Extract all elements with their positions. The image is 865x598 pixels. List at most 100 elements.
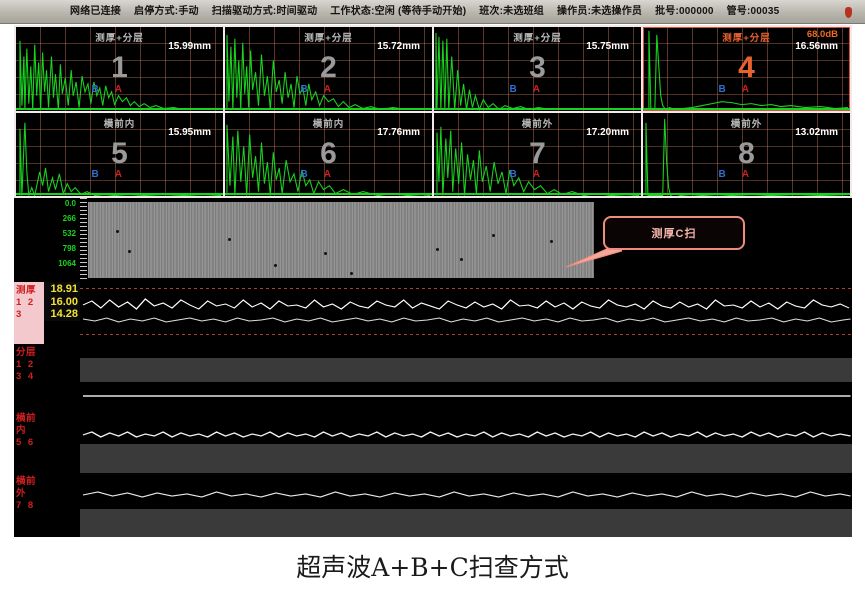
ascan-channel-number: 5 [111, 136, 128, 170]
bscan-strip-delamination: 分层 1 2 3 4 [14, 344, 852, 410]
strip-label: 分层 1 2 3 4 [14, 344, 44, 383]
cscan-defect-spot [324, 252, 327, 255]
cscan-image[interactable] [88, 202, 594, 278]
ascan-value: 15.95mm [168, 126, 211, 138]
ascan-panel-8[interactable]: 横前外 13.02mm 8 B A [643, 112, 850, 196]
ascan-channel-number: 8 [738, 136, 755, 170]
strip-gray-band [80, 509, 852, 537]
ascan-value: 13.02mm [795, 126, 838, 138]
gate-b-icon: B [300, 169, 308, 180]
cscan-defect-spot [128, 250, 131, 253]
strip-trace [82, 298, 851, 323]
ascan-grid-lines [16, 112, 223, 196]
cscan-tick-3: 798 [62, 244, 76, 253]
ascan-title: 横前内 [103, 118, 136, 130]
ascan-grid-lines [643, 27, 850, 111]
ascan-panel-2[interactable]: 测厚+分层 15.72mm 2 B A [225, 27, 432, 111]
cscan-defect-spot [116, 230, 119, 233]
ascan-channel-number: 1 [111, 51, 128, 84]
gate-a-icon: A [114, 83, 122, 95]
ascan-channel-number: 4 [738, 51, 755, 84]
ascan-title: 横前内 [312, 118, 345, 130]
cscan-tick-2: 532 [62, 229, 76, 238]
status-pipe-no: 管号:00035 [726, 5, 780, 17]
strip-channel-index: 1 2 3 4 [16, 359, 36, 382]
ascan-panel-4[interactable]: 测厚+分层 68.0dB 16.56mm 4 B A [643, 27, 850, 111]
ascan-value: 17.76mm [377, 126, 420, 138]
ascan-gates: B A [92, 84, 122, 95]
cscan-defect-spot [228, 238, 231, 241]
strip-trace [82, 395, 851, 397]
gate-b-icon: B [509, 169, 517, 180]
cscan-defect-spot [460, 258, 463, 261]
bscan-strip-transverse-outer: 横前外 7 8 [14, 473, 852, 537]
status-operator: 操作员:未选操作员 [556, 5, 643, 17]
strip-readout-value-2: 16.00 [50, 295, 78, 308]
strip-channel-index: 5 6 [16, 437, 36, 448]
gate-a-icon: A [741, 83, 749, 95]
strip-readout-value-3: 14.28 [50, 308, 78, 320]
ascan-channel-number: 7 [529, 136, 546, 170]
gate-a-icon: A [532, 83, 540, 95]
gate-b-icon: B [718, 83, 726, 95]
ascan-baseline [225, 107, 432, 110]
gate-a-icon: A [323, 83, 331, 95]
ascan-baseline [434, 193, 641, 195]
strip-canvas[interactable] [80, 344, 852, 410]
ascan-value: 15.99mm [168, 41, 211, 52]
status-work-state: 工作状态:空闲 (等待手动开始) [330, 5, 467, 17]
ascan-panel-5[interactable]: 横前内 15.95mm 5 B A [16, 112, 223, 196]
ascan-grid-lines [643, 112, 850, 196]
ascan-panel-grid: 测厚+分层 15.99mm 1 B A 测厚+分层 15.72mm 2 [14, 25, 852, 198]
strip-gray-band [80, 358, 852, 382]
status-start-mode: 启停方式:手动 [134, 5, 199, 17]
strip-readout: 18.91 16.00 14.28 [44, 282, 80, 321]
ascan-gates: B A [301, 169, 331, 180]
cscan-tick-4: 1064 [58, 259, 76, 268]
ascan-panel-1[interactable]: 测厚+分层 15.99mm 1 B A [16, 27, 223, 111]
strip-label-text: 横前外 [16, 476, 37, 499]
ascan-gates: B A [510, 169, 540, 180]
ascan-gates: B A [510, 84, 540, 95]
cscan-defect-spot [436, 248, 439, 251]
status-network: 网络已连接 [70, 5, 121, 17]
ascan-value: 15.72mm [377, 41, 420, 52]
ascan-baseline [16, 107, 223, 110]
strip-canvas[interactable] [80, 473, 852, 537]
strip-threshold-line-upper [80, 288, 852, 289]
ascan-panel-3[interactable]: 测厚+分层 15.75mm 3 B A [434, 27, 641, 111]
ascan-title: 测厚+分层 [513, 33, 562, 44]
ascan-baseline [434, 107, 641, 110]
ascan-baseline [225, 193, 432, 195]
strip-readout-value-1: 18.91 [50, 283, 78, 295]
cscan-depth-scale: 0.0 266 532 798 1064 [14, 198, 80, 282]
cscan-tick-0: 0.0 [64, 199, 76, 208]
ascan-gates: B A [719, 84, 749, 95]
strip-canvas[interactable] [80, 282, 852, 344]
cscan-callout-label: 测厚C扫 [651, 228, 697, 240]
gate-b-icon: B [718, 169, 726, 180]
strip-gray-band [80, 444, 852, 473]
pin-icon[interactable] [845, 7, 852, 18]
ascan-gates: B A [301, 84, 331, 95]
strip-label-background [14, 282, 44, 344]
ascan-value: 17.20mm [586, 126, 629, 138]
strip-threshold-line-lower [80, 334, 852, 335]
ascan-waveform [645, 118, 849, 196]
cscan-defect-spot [274, 264, 277, 267]
ascan-baseline [16, 193, 223, 195]
cscan-defect-spot [550, 240, 553, 243]
ascan-value: 16.56mm [795, 41, 838, 52]
ascan-panel-7[interactable]: 横前外 17.20mm 7 B A [434, 112, 641, 196]
strip-canvas[interactable] [80, 410, 852, 473]
cscan-defect-spot [350, 272, 353, 275]
ascan-title: 测厚+分层 [722, 33, 771, 44]
strip-label-text: 分层 [16, 347, 37, 358]
ascan-waveform [648, 30, 849, 111]
ascan-title: 测厚+分层 [95, 33, 144, 44]
ascan-panel-6[interactable]: 横前内 17.76mm 6 B A [225, 112, 432, 196]
strip-label: 横前内 5 6 [14, 410, 44, 449]
cscan-tick-1: 266 [62, 214, 76, 223]
bscan-strip-transverse-inner: 横前内 5 6 [14, 410, 852, 473]
status-shift: 班次:未选班组 [479, 5, 544, 17]
